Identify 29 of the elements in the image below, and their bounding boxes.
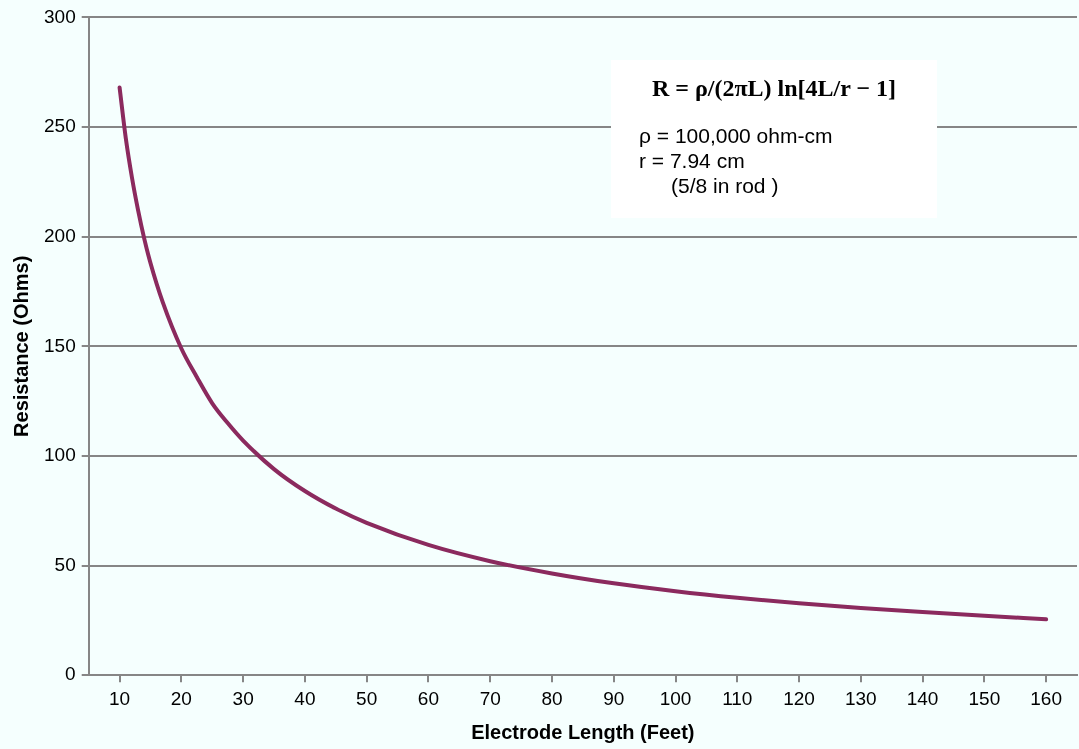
y-tick-label: 100 [44, 444, 76, 466]
x-tick-label: 30 [232, 687, 254, 709]
x-tick-label: 50 [356, 687, 378, 709]
annotation: r = 7.94 cm [638, 148, 746, 173]
y-tick-label: 300 [44, 5, 76, 27]
y-tick-label: 250 [44, 115, 76, 137]
x-tick-label: 40 [294, 687, 316, 709]
y-tick-label: 150 [44, 334, 76, 356]
y-tick-label: 0 [65, 663, 76, 685]
x-tick-label: 110 [722, 687, 753, 709]
y-axis-title: Resistance (Ohms) [9, 255, 32, 437]
x-tick-label: 160 [1030, 687, 1062, 709]
x-tick-label: 100 [659, 687, 692, 709]
x-tick-label: 20 [170, 687, 192, 709]
x-tick-label: 60 [417, 687, 439, 709]
x-tick-label: 140 [906, 687, 939, 709]
y-tick-label: 50 [54, 553, 76, 575]
x-tick-label: 130 [844, 687, 877, 709]
x-tick-label: 80 [541, 687, 563, 709]
annotation: R = ρ/(2πL) ln[4L/r − 1] [650, 75, 898, 101]
x-axis-title: Electrode Length (Feet) [471, 720, 695, 743]
x-tick-label: 10 [109, 687, 131, 709]
x-tick-label: 70 [479, 687, 501, 709]
annotation: (5/8 in rod ) [670, 173, 780, 198]
x-tick-label: 120 [783, 687, 815, 709]
annotation: ρ = 100,000 ohm-cm [638, 123, 834, 148]
x-tick-label: 150 [968, 687, 1001, 709]
y-tick-label: 200 [44, 224, 76, 246]
x-tick-label: 90 [603, 687, 625, 709]
